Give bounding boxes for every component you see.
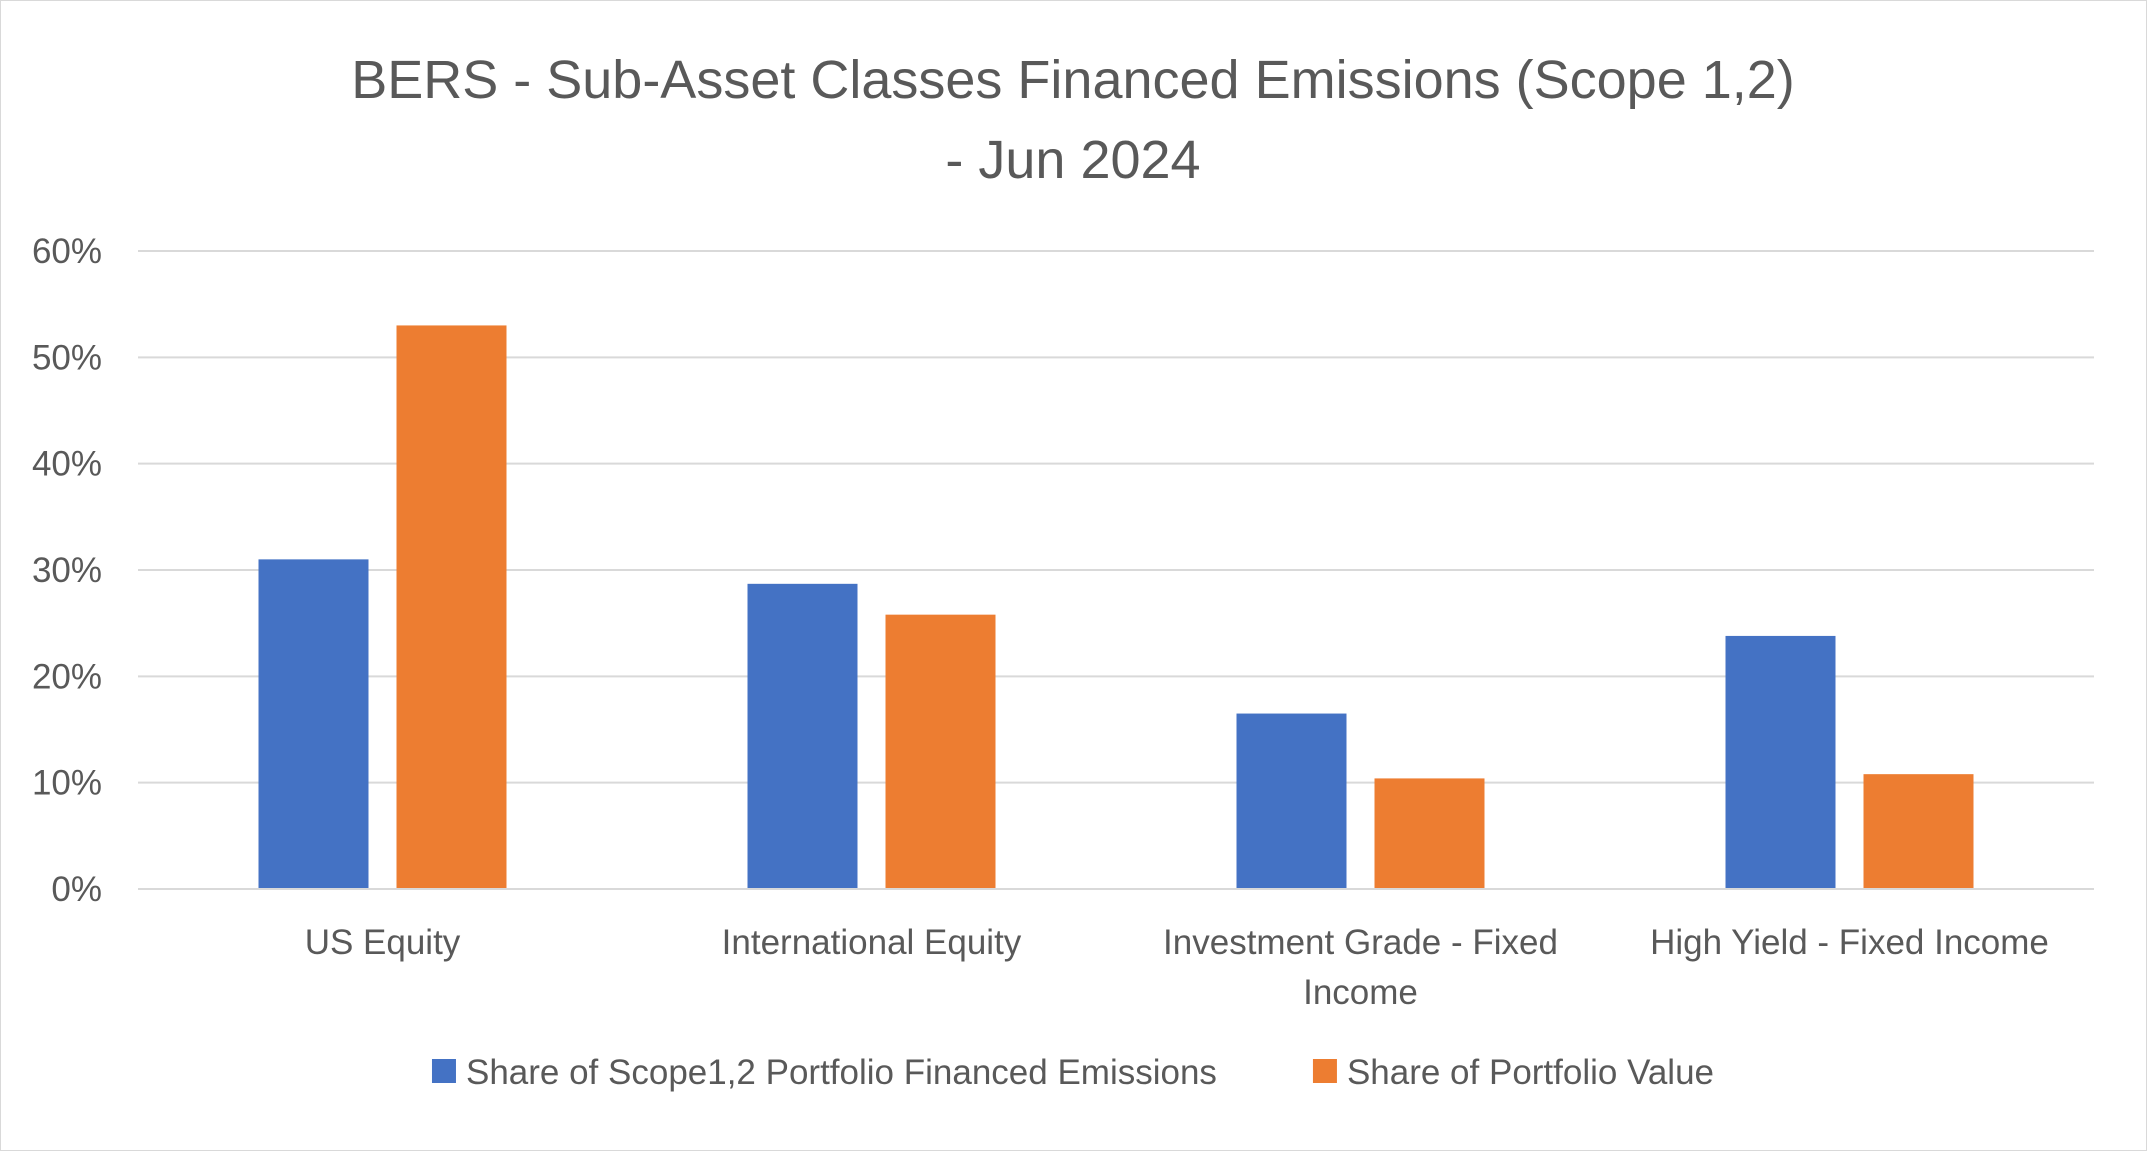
- bar-series1-cat2: [747, 583, 858, 889]
- chart-title-line-1: BERS - Sub-Asset Classes Financed Emissi…: [351, 50, 1795, 110]
- bar-series1-cat3: [1236, 713, 1347, 889]
- bar-series2-cat4: [1863, 774, 1974, 889]
- bar-series1-cat4: [1725, 635, 1836, 889]
- bar-series2-cat3: [1374, 778, 1485, 889]
- y-tick-label: 50%: [32, 338, 102, 377]
- bar-series2-cat2: [885, 614, 996, 889]
- x-axis-category-labels: US Equity International Equity Investment …: [305, 923, 2049, 1012]
- x-category-label: High Yield - Fixed Income: [1650, 923, 2049, 962]
- legend-label-2: Share of Portfolio Value: [1347, 1053, 1714, 1092]
- x-category-label: Income: [1303, 973, 1418, 1012]
- y-tick-label: 40%: [32, 445, 102, 484]
- x-category-label: International Equity: [722, 923, 1022, 962]
- y-tick-label: 30%: [32, 551, 102, 590]
- legend: Share of Scope1,2 Portfolio Financed Emi…: [431, 1053, 1714, 1092]
- bar-series1-cat1: [258, 559, 369, 889]
- x-category-label: US Equity: [305, 923, 461, 962]
- legend-label-1: Share of Scope1,2 Portfolio Financed Emi…: [466, 1053, 1217, 1092]
- x-category-label: Investment Grade - Fixed: [1163, 923, 1558, 962]
- chart-title-line-2: - Jun 2024: [945, 130, 1200, 190]
- y-axis-ticks: 0% 10% 20% 30% 40% 50% 60%: [32, 232, 102, 909]
- y-tick-label: 10%: [32, 764, 102, 803]
- y-tick-label: 0%: [51, 870, 102, 909]
- bars: [258, 325, 1974, 889]
- bar-series2-cat1: [396, 325, 507, 889]
- y-tick-label: 20%: [32, 657, 102, 696]
- legend-swatch-1: [431, 1059, 456, 1083]
- chart-title: BERS - Sub-Asset Classes Financed Emissi…: [351, 50, 1795, 190]
- y-tick-label: 60%: [32, 232, 102, 271]
- legend-swatch-2: [1312, 1059, 1337, 1083]
